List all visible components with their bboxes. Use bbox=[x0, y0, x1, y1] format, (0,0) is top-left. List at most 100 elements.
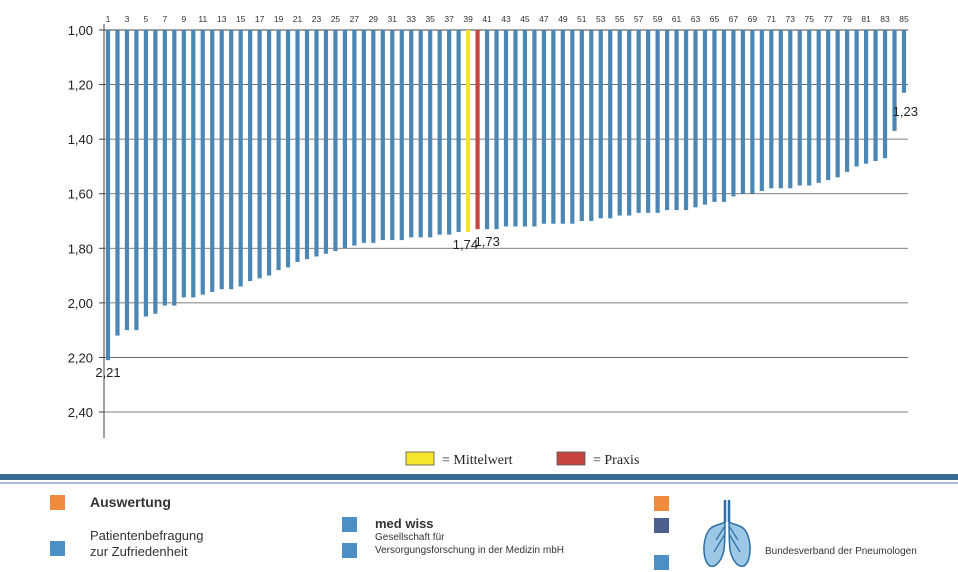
bar bbox=[181, 30, 186, 298]
top-category-label: 33 bbox=[406, 14, 416, 24]
top-category-label: 61 bbox=[672, 14, 682, 24]
medwiss-title: med wiss bbox=[375, 516, 434, 531]
bar bbox=[646, 30, 651, 213]
bar bbox=[627, 30, 632, 216]
top-category-label: 83 bbox=[880, 14, 890, 24]
bar bbox=[532, 30, 537, 227]
patient-survey-line1: Patientenbefragung bbox=[90, 528, 204, 543]
bar bbox=[295, 30, 300, 262]
bar bbox=[399, 30, 404, 241]
bar bbox=[229, 30, 234, 290]
top-category-label: 3 bbox=[125, 14, 130, 24]
top-category-label: 73 bbox=[786, 14, 796, 24]
y-axis: 1,00 1,20 1,40 1,60 1,80 2,00 2,20 2,40 bbox=[68, 23, 908, 438]
bar-chart: 1,001,201,401,601,802,002,202,40 1 3 5 7 9 11… bbox=[68, 14, 918, 468]
bar bbox=[712, 30, 717, 202]
medwiss-line1: Gesellschaft für bbox=[375, 532, 445, 543]
bar bbox=[143, 30, 149, 317]
bar bbox=[210, 30, 215, 292]
top-category-label: 29 bbox=[369, 14, 379, 24]
bar bbox=[721, 30, 727, 202]
top-category-label: 71 bbox=[767, 14, 777, 24]
lungs-logo-icon bbox=[703, 500, 751, 568]
bar bbox=[560, 30, 565, 224]
bars bbox=[105, 30, 907, 361]
bar bbox=[664, 30, 670, 211]
data-label: 1,74 bbox=[453, 237, 478, 252]
bar bbox=[390, 30, 395, 241]
bar bbox=[200, 30, 205, 295]
bar bbox=[428, 30, 433, 238]
orange-marker-icon bbox=[654, 496, 669, 511]
legend-label: = Mittelwert bbox=[442, 453, 513, 468]
bar bbox=[361, 30, 366, 243]
top-category-label: 85 bbox=[899, 14, 909, 24]
top-category-label: 27 bbox=[350, 14, 360, 24]
top-category-labels: 1 3 5 7 9 11 13 15 17 19 21 23 25 27 29 31 33 35 37 39 41 43 4… bbox=[106, 14, 909, 24]
bar bbox=[816, 30, 821, 183]
bar bbox=[617, 30, 622, 216]
bar bbox=[655, 30, 660, 213]
y-tick-label: 2,00 bbox=[68, 296, 93, 311]
top-category-label: 69 bbox=[748, 14, 758, 24]
top-category-label: 35 bbox=[425, 14, 435, 24]
top-category-label: 41 bbox=[482, 14, 492, 24]
top-category-label: 63 bbox=[691, 14, 701, 24]
top-category-label: 39 bbox=[463, 14, 473, 24]
data-label: 2,21 bbox=[95, 365, 120, 380]
bar bbox=[380, 30, 385, 241]
data-label: 1,73 bbox=[475, 234, 500, 249]
bar bbox=[437, 30, 442, 235]
bar bbox=[503, 30, 509, 227]
top-category-label: 53 bbox=[596, 14, 606, 24]
top-category-label: 67 bbox=[729, 14, 739, 24]
bar bbox=[304, 30, 310, 260]
bar bbox=[342, 30, 347, 249]
bar bbox=[759, 30, 764, 191]
bar bbox=[323, 30, 329, 254]
blue-square-icon bbox=[50, 541, 65, 556]
orange-square-icon bbox=[50, 495, 65, 510]
bar bbox=[513, 30, 518, 227]
bar bbox=[693, 30, 698, 208]
bar bbox=[456, 30, 461, 232]
top-category-label: 75 bbox=[804, 14, 814, 24]
top-category-label: 79 bbox=[842, 14, 852, 24]
top-category-label: 81 bbox=[861, 14, 871, 24]
bar bbox=[797, 30, 802, 186]
bar bbox=[826, 30, 831, 181]
top-category-label: 9 bbox=[181, 14, 186, 24]
legend-swatch bbox=[405, 451, 435, 466]
top-category-label: 25 bbox=[331, 14, 341, 24]
bar bbox=[266, 30, 272, 276]
bar bbox=[494, 30, 499, 230]
y-tick-label: 1,40 bbox=[68, 132, 93, 147]
navy-marker-icon bbox=[654, 518, 669, 533]
top-category-label: 49 bbox=[558, 14, 568, 24]
bar bbox=[162, 30, 167, 306]
bar bbox=[153, 30, 158, 314]
bar bbox=[750, 30, 755, 194]
bar bbox=[191, 30, 196, 298]
top-category-label: 19 bbox=[274, 14, 284, 24]
bar bbox=[873, 30, 878, 161]
medwiss-square-icon bbox=[342, 517, 357, 532]
bar bbox=[248, 30, 253, 282]
bar bbox=[636, 30, 641, 213]
bar-practice bbox=[475, 30, 480, 230]
bar bbox=[835, 30, 840, 178]
bar bbox=[863, 30, 869, 164]
top-category-label: 51 bbox=[577, 14, 587, 24]
top-category-label: 11 bbox=[198, 14, 207, 24]
top-category-label: 45 bbox=[520, 14, 530, 24]
bar bbox=[807, 30, 812, 186]
bar bbox=[731, 30, 736, 197]
legend-label: = Praxis bbox=[593, 453, 639, 468]
bar bbox=[333, 30, 338, 252]
bar bbox=[702, 30, 708, 205]
y-tick-label: 1,80 bbox=[68, 241, 93, 256]
bar bbox=[371, 30, 376, 243]
bar bbox=[418, 30, 423, 238]
blue-marker-icon bbox=[654, 555, 669, 570]
top-category-label: 43 bbox=[501, 14, 511, 24]
